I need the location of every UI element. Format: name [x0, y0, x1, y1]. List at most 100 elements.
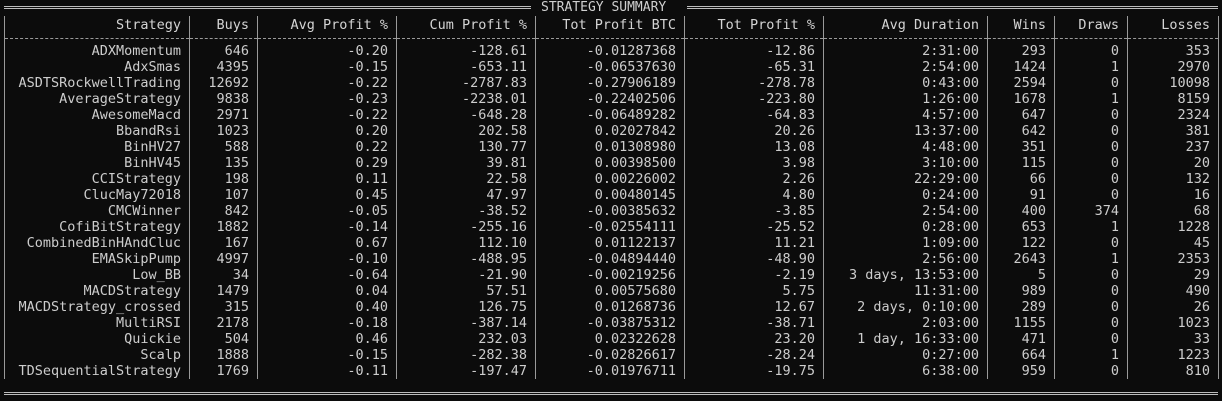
table-cell: 167 [189, 235, 258, 251]
table-cell: 2:56:00 [823, 251, 988, 267]
table-row: EMASkipPump 4997 -0.10 -488.95 -0.04894440 -4… [4, 251, 1219, 267]
table-cell: 490 [1127, 283, 1219, 299]
table-cell: 293 [987, 43, 1055, 59]
table-row: ClucMay72018 107 0.45 47.97 0.00480145 4.80 0:… [4, 187, 1219, 203]
table-cell: 66 [987, 171, 1055, 187]
table-cell: 34 [189, 267, 258, 283]
table-cell: 3:10:00 [823, 155, 988, 171]
table-cell: 0:43:00 [823, 75, 988, 91]
strategy-name-cell: AverageStrategy [4, 91, 190, 107]
table-cell: 0 [1054, 283, 1128, 299]
table-cell: -2787.83 [396, 75, 536, 91]
separator-cell [1127, 35, 1219, 43]
column-header: Avg Duration [823, 16, 988, 35]
table-cell: -0.01976711 [535, 363, 685, 379]
table-cell: -648.28 [396, 107, 536, 123]
table-cell: 0:24:00 [823, 187, 988, 203]
table-cell: 2:31:00 [823, 43, 988, 59]
table-cell: 374 [1054, 203, 1128, 219]
table-cell: -128.61 [396, 43, 536, 59]
strategy-name-cell: TDSequentialStrategy [4, 363, 190, 379]
separator-cell [189, 35, 258, 43]
table-cell: 0 [1054, 155, 1128, 171]
table-cell: 0 [1054, 43, 1128, 59]
table-cell: -0.22 [257, 107, 397, 123]
header-row: Strategy Buys Avg Profit % Cum Profit % Tot … [4, 16, 1219, 35]
table-cell: 11.21 [684, 235, 824, 251]
table-cell: 1882 [189, 219, 258, 235]
column-header: Draws [1054, 16, 1128, 35]
table-cell: 0 [1054, 315, 1128, 331]
table-cell: -0.06537630 [535, 59, 685, 75]
separator-cell [396, 35, 536, 43]
table-cell: 2353 [1127, 251, 1219, 267]
table-cell: -0.05 [257, 203, 397, 219]
table-row: CofiBitStrategy 1882 -0.14 -255.16 -0.025541… [4, 219, 1219, 235]
column-header: Losses [1127, 16, 1219, 35]
table-cell: 0.01268736 [535, 299, 685, 315]
table-cell: 29 [1127, 267, 1219, 283]
table-cell: 112.10 [396, 235, 536, 251]
table-cell: 126.75 [396, 299, 536, 315]
table-cell: 1 day, 16:33:00 [823, 331, 988, 347]
strategy-name-cell: MACDStrategy_crossed [4, 299, 190, 315]
table-row: BinHV45 135 0.29 39.81 0.00398500 3.98 3:10:00… [4, 155, 1219, 171]
table-cell: 1155 [987, 315, 1055, 331]
strategy-name-cell: MACDStrategy [4, 283, 190, 299]
strategy-name-cell: BinHV27 [4, 139, 190, 155]
table-cell: -0.03875312 [535, 315, 685, 331]
table-cell: 1678 [987, 91, 1055, 107]
table-cell: 1769 [189, 363, 258, 379]
table-cell: -0.06489282 [535, 107, 685, 123]
table-row: CombinedBinHAndCluc 167 0.67 112.10 0.011221… [4, 235, 1219, 251]
table-cell: 0 [1054, 107, 1128, 123]
table-cell: -0.15 [257, 347, 397, 363]
table-cell: 842 [189, 203, 258, 219]
table-cell: -223.80 [684, 91, 824, 107]
table-cell: 33 [1127, 331, 1219, 347]
table-cell: 5 [987, 267, 1055, 283]
table-cell: -64.83 [684, 107, 824, 123]
table-cell: 2970 [1127, 59, 1219, 75]
strategy-name-cell: BbandRsi [4, 123, 190, 139]
table-cell: -0.02826617 [535, 347, 685, 363]
table-cell: 0.00398500 [535, 155, 685, 171]
table-cell: -0.00385632 [535, 203, 685, 219]
table-cell: 1424 [987, 59, 1055, 75]
table-cell: -0.22402506 [535, 91, 685, 107]
table-cell: 0.01308980 [535, 139, 685, 155]
table-cell: -0.20 [257, 43, 397, 59]
table-cell: 315 [189, 299, 258, 315]
table-cell: -19.75 [684, 363, 824, 379]
table-cell: -0.00219256 [535, 267, 685, 283]
separator-cell [684, 35, 824, 43]
strategy-summary-table: Strategy Buys Avg Profit % Cum Profit % Tot … [4, 16, 1219, 379]
table-cell: 0.00480145 [535, 187, 685, 203]
table-cell: -0.04894440 [535, 251, 685, 267]
table-cell: -0.14 [257, 219, 397, 235]
table-cell: 45 [1127, 235, 1219, 251]
table-cell: 9838 [189, 91, 258, 107]
table-cell: 0.20 [257, 123, 397, 139]
table-cell: 198 [189, 171, 258, 187]
table-cell: 4:57:00 [823, 107, 988, 123]
table-cell: 91 [987, 187, 1055, 203]
table-cell: 0.45 [257, 187, 397, 203]
table-cell: 1:09:00 [823, 235, 988, 251]
table-cell: 289 [987, 299, 1055, 315]
strategy-name-cell: Low_BB [4, 267, 190, 283]
table-row: ADXMomentum 646 -0.20 -128.61 -0.01287368 -12… [4, 43, 1219, 59]
table-row: AdxSmas 4395 -0.15 -653.11 -0.06537630 -65.31… [4, 59, 1219, 75]
table-cell: 0.11 [257, 171, 397, 187]
table-cell: 12.67 [684, 299, 824, 315]
table-cell: 4997 [189, 251, 258, 267]
table-cell: 16 [1127, 187, 1219, 203]
table-cell: 68 [1127, 203, 1219, 219]
table-header: Strategy Buys Avg Profit % Cum Profit % Tot … [4, 16, 1219, 35]
table-cell: 1 [1054, 59, 1128, 75]
table-cell: -278.78 [684, 75, 824, 91]
table-cell: 1223 [1127, 347, 1219, 363]
table-cell: 22:29:00 [823, 171, 988, 187]
table-cell: 232.03 [396, 331, 536, 347]
